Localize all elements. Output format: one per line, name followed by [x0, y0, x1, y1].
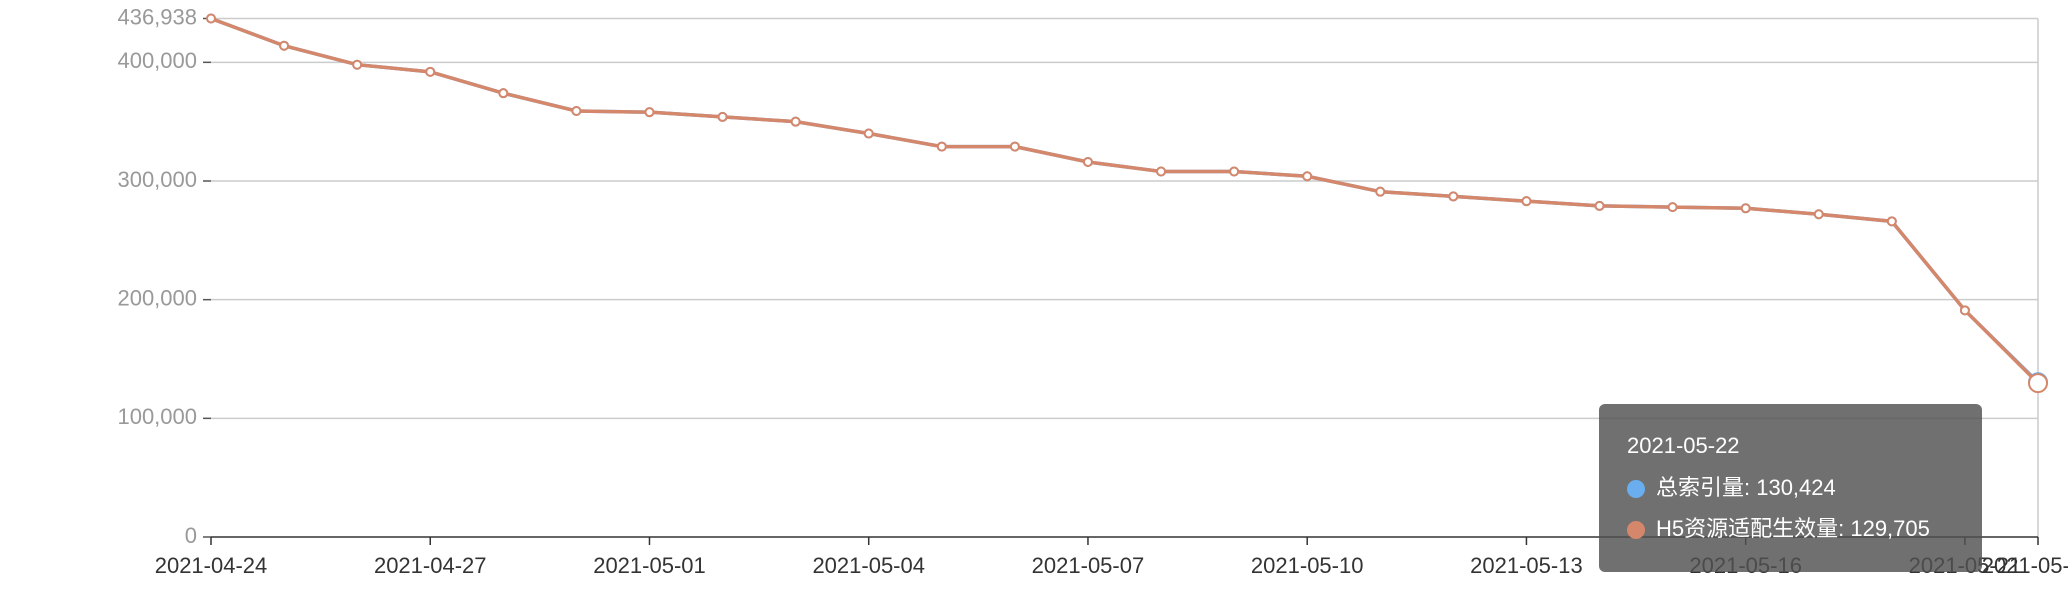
data-point: [790, 116, 801, 127]
series-line: [210, 16, 2040, 384]
tooltip-box: [1599, 404, 1982, 572]
x-tick-label: 2021-05-22: [1982, 553, 2068, 578]
x-tick-label: 2021-05-04: [812, 553, 925, 578]
tooltip-marker: [1627, 521, 1645, 539]
data-point: [1082, 157, 1093, 168]
y-tick-label: 200,000: [117, 285, 197, 310]
x-tick-label: 2021-05-07: [1032, 553, 1145, 578]
data-point: [425, 66, 436, 77]
data-point: [571, 105, 582, 116]
data-point: [644, 107, 655, 118]
y-tick-label: 0: [185, 523, 197, 548]
data-point: [1594, 200, 1605, 211]
y-tick-label: 400,000: [117, 48, 197, 73]
data-point: [1521, 196, 1532, 207]
data-point: [1886, 216, 1897, 227]
data-point: [717, 111, 728, 122]
y-tick-label: 100,000: [117, 404, 197, 429]
x-tick-label: 2021-05-01: [593, 553, 706, 578]
data-point: [1009, 141, 1020, 152]
y-tick-label: 436,938: [117, 4, 197, 29]
series-line: [210, 16, 2040, 385]
data-point: [1667, 202, 1678, 213]
x-tick-label: 2021-05-10: [1251, 553, 1364, 578]
data-point: [1448, 191, 1459, 202]
data-point: [498, 88, 509, 99]
tooltip-row: H5资源适配生效量: 129,705: [1656, 516, 1930, 541]
data-point: [1813, 209, 1824, 220]
data-point: [1375, 186, 1386, 197]
data-point: [936, 141, 947, 152]
x-tick-label: 2021-04-27: [374, 553, 487, 578]
data-point: [863, 128, 874, 139]
tooltip-title: 2021-05-22: [1627, 433, 1740, 458]
data-point: [206, 13, 216, 24]
tooltip-marker: [1627, 480, 1645, 498]
y-tick-label: 300,000: [117, 167, 197, 192]
tooltip-row: 总索引量: 130,424: [1656, 475, 1836, 500]
data-point: [279, 40, 290, 51]
data-point: [2028, 373, 2048, 394]
data-point: [1156, 166, 1167, 177]
data-point: [1959, 305, 1970, 316]
x-tick-label: 2021-05-13: [1470, 553, 1583, 578]
data-point: [1740, 203, 1751, 214]
x-tick-label: 2021-04-24: [155, 553, 268, 578]
data-point: [352, 59, 363, 70]
tooltip: 2021-05-22 总索引量: 130,424 H5资源适配生效量: 129,70…: [1599, 404, 1982, 572]
data-point: [1229, 166, 1240, 177]
data-point: [1302, 171, 1313, 182]
